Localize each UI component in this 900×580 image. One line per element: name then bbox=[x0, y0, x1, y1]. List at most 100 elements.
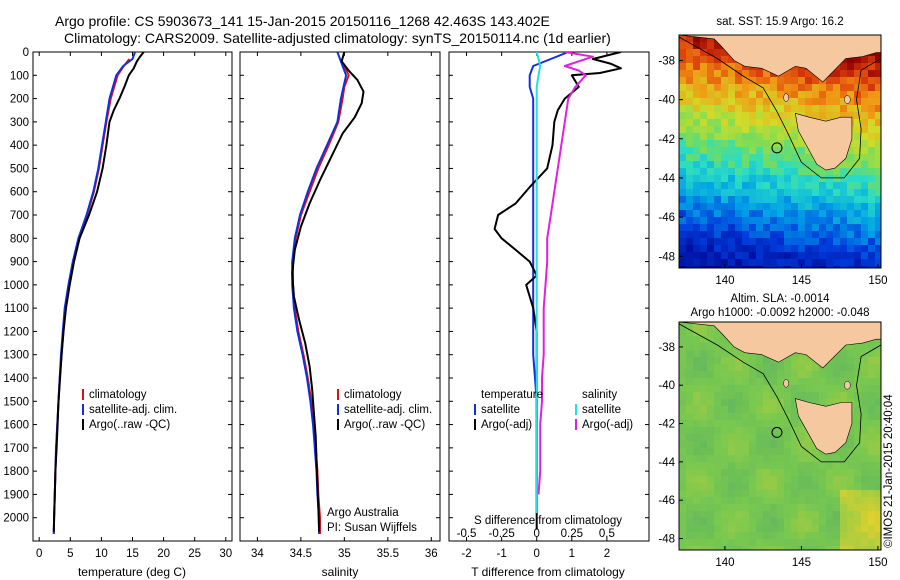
heatmap-cell bbox=[805, 91, 813, 99]
heatmap-cell bbox=[700, 413, 708, 421]
y-tick-label: 1400 bbox=[3, 373, 29, 385]
heatmap-cell bbox=[875, 378, 881, 386]
heatmap-cell bbox=[721, 448, 729, 456]
heatmap-cell bbox=[693, 105, 701, 113]
heatmap-cell bbox=[693, 462, 701, 470]
heatmap-cell bbox=[700, 420, 708, 428]
heatmap-cell bbox=[798, 196, 806, 204]
heatmap-cell bbox=[707, 483, 715, 491]
heatmap-cell bbox=[833, 357, 841, 365]
heatmap-cell bbox=[868, 546, 876, 550]
heatmap-cell bbox=[721, 56, 729, 64]
heatmap-cell bbox=[742, 224, 750, 232]
heatmap-cell bbox=[805, 245, 813, 253]
heatmap-cell bbox=[812, 203, 820, 211]
heatmap-cell bbox=[763, 147, 771, 155]
heatmap-cell bbox=[770, 217, 778, 225]
heatmap-cell bbox=[728, 455, 736, 463]
heatmap-cell bbox=[749, 91, 757, 99]
heatmap-cell bbox=[728, 413, 736, 421]
heatmap-cell bbox=[707, 42, 715, 50]
heatmap-cell bbox=[798, 378, 806, 386]
heatmap-cell bbox=[875, 147, 881, 155]
heatmap-cell bbox=[777, 441, 785, 449]
heatmap-cell bbox=[714, 497, 722, 505]
heatmap-cell bbox=[679, 126, 687, 134]
heatmap-cell bbox=[686, 518, 694, 526]
heatmap-cell bbox=[693, 511, 701, 519]
heatmap-cell bbox=[714, 336, 722, 344]
heatmap-cell bbox=[700, 462, 708, 470]
heatmap-cell bbox=[777, 210, 785, 218]
heatmap-cell bbox=[679, 448, 687, 456]
heatmap-cell bbox=[763, 98, 771, 106]
heatmap-cell bbox=[763, 490, 771, 498]
heatmap-cell bbox=[791, 224, 799, 232]
x-tick-label: 20 bbox=[157, 548, 170, 560]
heatmap-cell bbox=[826, 168, 834, 176]
heatmap-cell bbox=[763, 399, 771, 407]
heatmap-cell bbox=[728, 469, 736, 477]
heatmap-cell bbox=[735, 392, 743, 400]
heatmap-cell bbox=[777, 140, 785, 148]
heatmap-cell bbox=[861, 217, 869, 225]
heatmap-cell bbox=[868, 385, 876, 393]
heatmap-cell bbox=[756, 532, 764, 540]
heatmap-cell bbox=[847, 168, 855, 176]
heatmap-cell bbox=[714, 385, 722, 393]
map-y-tick-label: -42 bbox=[658, 419, 675, 431]
heatmap-cell bbox=[735, 420, 743, 428]
difference-series bbox=[493, 52, 622, 530]
difference-plot-frame bbox=[448, 51, 650, 542]
heatmap-cell bbox=[826, 105, 834, 113]
heatmap-cell bbox=[770, 413, 778, 421]
heatmap-cell bbox=[854, 364, 862, 372]
heatmap-cell bbox=[686, 469, 694, 477]
heatmap-cell bbox=[700, 490, 708, 498]
heatmap-cell bbox=[749, 483, 757, 491]
heatmap-cell bbox=[756, 119, 764, 127]
heatmap-cell bbox=[812, 469, 820, 477]
heatmap-cell bbox=[686, 182, 694, 190]
heatmap-cell bbox=[840, 70, 848, 78]
heatmap-cell bbox=[840, 77, 848, 85]
heatmap-cell bbox=[826, 84, 834, 92]
heatmap-cell bbox=[735, 77, 743, 85]
heatmap-cell bbox=[861, 532, 869, 540]
heatmap-cell bbox=[770, 546, 778, 550]
heatmap-cell bbox=[826, 483, 834, 491]
heatmap-cell bbox=[770, 84, 778, 92]
heatmap-cell bbox=[861, 343, 869, 351]
heatmap-cell bbox=[700, 329, 708, 337]
heatmap-cell bbox=[798, 462, 806, 470]
heatmap-cell bbox=[763, 112, 771, 120]
heatmap-cell bbox=[686, 245, 694, 253]
heatmap-cell bbox=[875, 175, 881, 183]
heatmap-cell bbox=[714, 245, 722, 253]
heatmap-cell bbox=[854, 77, 862, 85]
t-difference-xlabel: T difference from climatology bbox=[471, 565, 625, 579]
heatmap-cell bbox=[770, 105, 778, 113]
heatmap-cell bbox=[756, 476, 764, 484]
heatmap-cell bbox=[875, 490, 881, 498]
heatmap-cell bbox=[714, 63, 722, 71]
heatmap-cell bbox=[707, 224, 715, 232]
heatmap-cell bbox=[756, 546, 764, 550]
heatmap-cell bbox=[728, 252, 736, 260]
heatmap-cell bbox=[847, 217, 855, 225]
heatmap-cell bbox=[826, 98, 834, 106]
heatmap-cell bbox=[728, 371, 736, 379]
heatmap-cell bbox=[875, 224, 881, 232]
heatmap-cell bbox=[847, 203, 855, 211]
heatmap-cell bbox=[826, 364, 834, 372]
heatmap-cell bbox=[875, 231, 881, 239]
heatmap-cell bbox=[819, 525, 827, 533]
heatmap-cell bbox=[714, 140, 722, 148]
heatmap-cell bbox=[784, 140, 792, 148]
heatmap-cell bbox=[756, 441, 764, 449]
heatmap-cell bbox=[707, 119, 715, 127]
heatmap-cell bbox=[763, 84, 771, 92]
heatmap-cell bbox=[791, 140, 799, 148]
flinders-island bbox=[844, 95, 851, 104]
y-tick-label: 1000 bbox=[3, 280, 29, 292]
